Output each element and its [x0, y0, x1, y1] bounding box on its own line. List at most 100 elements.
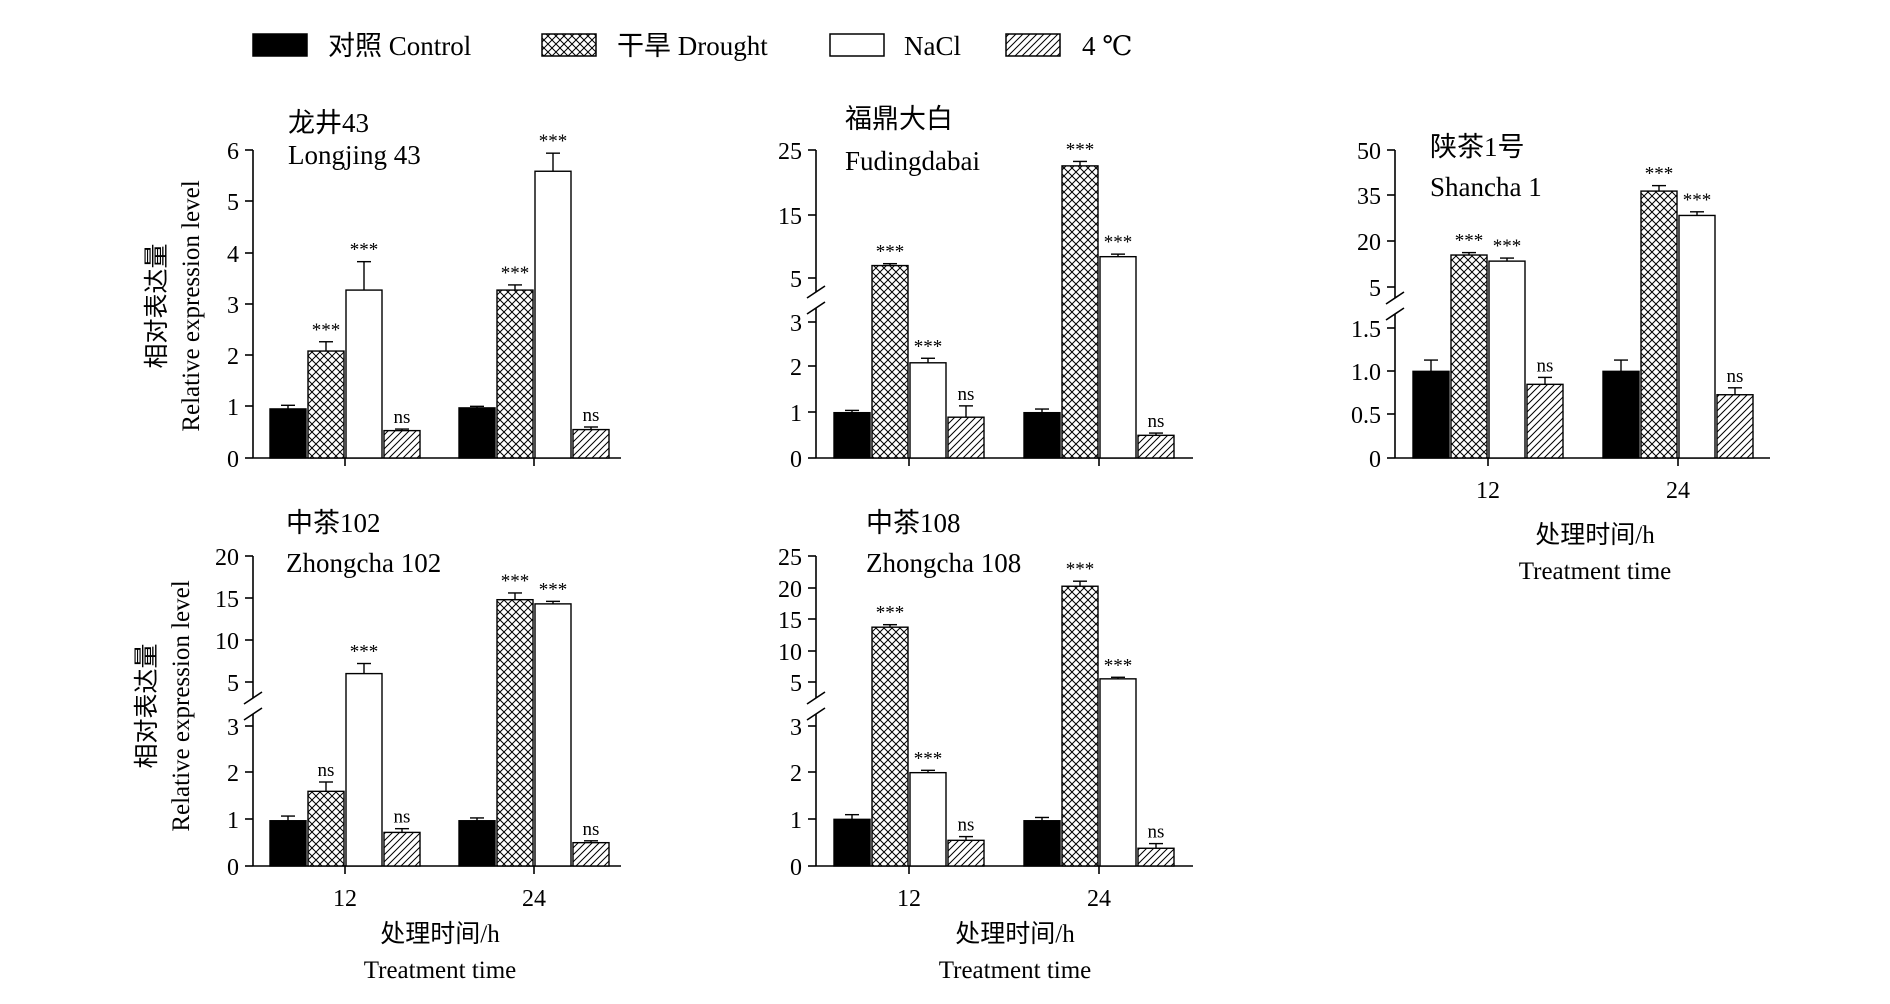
panel-title-en: Zhongcha 108 [866, 548, 1021, 578]
y-axis-title-top: 相对表达量 Relative expression level [143, 180, 205, 431]
y-tick-label: 50 [1357, 139, 1381, 165]
y-tick-label: 5 [227, 671, 239, 697]
bar-drought [1061, 585, 1099, 867]
y-tick-label: 0 [790, 855, 802, 881]
significance-stars-label: *** [914, 748, 943, 769]
bar-nacl [534, 603, 572, 867]
significance-stars-label: *** [1493, 236, 1522, 257]
y-axis-break-mark [806, 285, 826, 315]
y-tick-label: 3 [227, 293, 239, 319]
y-axis-break-mark [806, 691, 826, 721]
y-tick-label: 20 [778, 577, 802, 603]
bar-drought [307, 790, 345, 867]
legend-item-nacl: NaCl [829, 31, 961, 61]
bar-4c [572, 841, 610, 867]
legend-label-4c: 4 ℃ [1082, 31, 1132, 61]
y-tick-label: 0.5 [1351, 403, 1381, 429]
bar-control [1412, 370, 1450, 459]
y-tick-label: 35 [1357, 184, 1381, 210]
y-axis-title-bottom: 相对表达量 Relative expression level [133, 580, 195, 831]
bar-nacl [345, 289, 383, 459]
bar-4c [383, 831, 421, 867]
x-title-zh-right: 处理时间/h [1535, 521, 1655, 549]
significance-stars-label: *** [501, 263, 530, 284]
panel-title-en: Longjing 43 [288, 140, 421, 170]
bar-control [458, 820, 496, 867]
bar-control [1602, 370, 1640, 459]
bar-drought [871, 264, 909, 459]
y-tick-label: 1.5 [1351, 317, 1381, 343]
x-tick-label: 24 [1087, 886, 1111, 912]
y-tick-label: 5 [790, 267, 802, 293]
panel-title-zh: 中茶108 [866, 508, 961, 538]
significance-stars-label: *** [539, 579, 568, 600]
bar-4c [1526, 383, 1564, 459]
x-axis-title-left: 处理时间/h Treatment time [364, 920, 517, 984]
significance-stars-label: *** [501, 571, 530, 592]
legend-item-drought: 干旱 Drought [541, 31, 768, 61]
bar-drought [496, 289, 534, 459]
significance-ns-label: ns [1148, 411, 1165, 432]
bar-control [833, 411, 871, 459]
y-tick-label: 1 [227, 808, 239, 834]
x-tick-label: 12 [333, 886, 357, 912]
significance-stars-label: *** [1104, 655, 1133, 676]
y-tick-label: 1 [790, 401, 802, 427]
y-title-en-top: Relative expression level [178, 180, 205, 431]
bar-control [269, 820, 307, 867]
significance-stars-label: *** [1104, 232, 1133, 253]
y-tick-label: 5 [790, 671, 802, 697]
bar-control [1023, 820, 1061, 867]
x-tick-label: 12 [1476, 478, 1500, 504]
bar-4c [947, 416, 985, 459]
y-tick-label: 6 [227, 139, 239, 165]
y-tick-label: 15 [778, 204, 802, 230]
x-title-en-middle: Treatment time [939, 957, 1092, 984]
bar-control [269, 408, 307, 459]
significance-ns-label: ns [1148, 822, 1165, 843]
x-tick-label: 24 [522, 886, 546, 912]
legend-label-drought: 干旱 Drought [617, 31, 768, 61]
y-tick-label: 2 [227, 344, 239, 370]
y-tick-label: 1 [227, 395, 239, 421]
x-tick-label: 12 [897, 886, 921, 912]
y-tick-label: 4 [227, 242, 239, 268]
bar-drought [496, 598, 534, 867]
bar-nacl [1099, 678, 1137, 867]
significance-ns-label: ns [394, 807, 411, 828]
bar-nacl [534, 170, 572, 459]
significance-stars-label: *** [1645, 164, 1674, 185]
bar-nacl [345, 672, 383, 867]
significance-ns-label: ns [583, 819, 600, 840]
y-tick-label: 1 [790, 808, 802, 834]
significance-stars-label: *** [876, 242, 905, 263]
legend-item-4c: 4 ℃ [1005, 31, 1132, 61]
y-tick-label: 1.0 [1351, 360, 1381, 386]
x-title-zh-middle: 处理时间/h [955, 920, 1075, 948]
significance-ns-label: ns [318, 760, 335, 781]
y-tick-label: 3 [790, 715, 802, 741]
significance-stars-label: *** [1683, 190, 1712, 211]
significance-ns-label: ns [958, 384, 975, 405]
y-tick-label: 10 [215, 629, 239, 655]
bar-nacl [1678, 214, 1716, 459]
x-tick-label: 24 [1666, 478, 1690, 504]
x-title-en-left: Treatment time [364, 957, 517, 984]
y-tick-label: 5 [1369, 276, 1381, 302]
y-tick-label: 15 [778, 608, 802, 634]
significance-stars-label: *** [1066, 139, 1095, 160]
significance-stars-label: *** [350, 642, 379, 663]
y-tick-label: 2 [790, 355, 802, 381]
bar-control [458, 407, 496, 459]
significance-stars-label: *** [539, 131, 568, 152]
panel-title-en: Zhongcha 102 [286, 548, 441, 578]
y-axis-break-mark [1385, 291, 1405, 321]
y-tick-label: 15 [215, 587, 239, 613]
bar-nacl [1099, 255, 1137, 459]
bar-4c [1137, 847, 1175, 867]
bar-drought [307, 350, 345, 459]
y-tick-label: 3 [227, 715, 239, 741]
